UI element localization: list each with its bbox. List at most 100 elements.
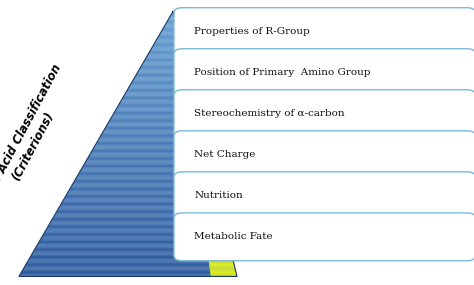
Polygon shape — [124, 94, 193, 95]
Polygon shape — [185, 99, 194, 100]
Polygon shape — [117, 107, 196, 108]
Polygon shape — [178, 48, 182, 49]
Polygon shape — [165, 24, 176, 25]
Polygon shape — [51, 220, 224, 221]
Polygon shape — [162, 30, 178, 31]
Polygon shape — [19, 275, 237, 276]
Polygon shape — [84, 164, 210, 165]
Polygon shape — [178, 47, 182, 48]
Polygon shape — [64, 198, 218, 199]
Polygon shape — [197, 179, 214, 180]
Polygon shape — [209, 262, 234, 263]
Polygon shape — [75, 179, 214, 180]
Polygon shape — [200, 196, 218, 197]
Polygon shape — [77, 176, 213, 177]
Polygon shape — [161, 31, 178, 32]
Polygon shape — [201, 210, 221, 211]
Polygon shape — [46, 229, 226, 230]
Text: Nutrition: Nutrition — [194, 191, 243, 200]
Polygon shape — [203, 222, 224, 223]
Polygon shape — [197, 180, 214, 181]
Polygon shape — [163, 27, 177, 28]
Polygon shape — [177, 37, 179, 38]
Polygon shape — [154, 43, 181, 44]
Polygon shape — [177, 39, 180, 40]
Polygon shape — [175, 24, 176, 25]
Polygon shape — [115, 110, 197, 111]
Polygon shape — [177, 38, 180, 39]
Polygon shape — [25, 265, 235, 266]
Polygon shape — [38, 242, 229, 243]
Polygon shape — [61, 203, 219, 204]
Polygon shape — [191, 137, 203, 138]
Polygon shape — [104, 130, 202, 131]
Polygon shape — [186, 104, 196, 105]
Polygon shape — [189, 120, 200, 121]
Polygon shape — [202, 215, 222, 216]
Polygon shape — [109, 120, 200, 121]
Polygon shape — [141, 66, 186, 67]
Polygon shape — [192, 145, 205, 146]
Polygon shape — [55, 213, 222, 214]
Polygon shape — [199, 193, 217, 194]
Polygon shape — [182, 79, 190, 80]
Polygon shape — [95, 145, 205, 146]
Polygon shape — [43, 235, 227, 236]
Polygon shape — [132, 80, 190, 81]
Polygon shape — [128, 87, 191, 88]
Polygon shape — [176, 34, 179, 35]
Polygon shape — [146, 57, 184, 58]
Polygon shape — [197, 177, 213, 178]
Polygon shape — [207, 251, 231, 252]
Polygon shape — [193, 154, 208, 155]
Polygon shape — [175, 27, 177, 28]
Polygon shape — [192, 149, 207, 150]
Polygon shape — [209, 260, 233, 261]
Polygon shape — [206, 243, 229, 244]
Polygon shape — [112, 115, 198, 116]
FancyBboxPatch shape — [174, 8, 474, 56]
Polygon shape — [184, 89, 192, 90]
Polygon shape — [202, 218, 223, 219]
Polygon shape — [41, 238, 228, 239]
Polygon shape — [92, 150, 207, 151]
Polygon shape — [208, 257, 233, 258]
Polygon shape — [207, 248, 230, 249]
Polygon shape — [144, 61, 185, 62]
Polygon shape — [92, 149, 207, 150]
Polygon shape — [21, 271, 236, 272]
Polygon shape — [91, 152, 207, 153]
Polygon shape — [54, 215, 222, 216]
Polygon shape — [174, 18, 175, 19]
Polygon shape — [66, 194, 218, 195]
Polygon shape — [176, 31, 178, 32]
Polygon shape — [126, 91, 192, 92]
Polygon shape — [206, 241, 228, 242]
Polygon shape — [144, 60, 185, 61]
Polygon shape — [178, 49, 182, 50]
Polygon shape — [106, 125, 201, 126]
Polygon shape — [82, 168, 211, 169]
Polygon shape — [44, 233, 227, 234]
Polygon shape — [210, 270, 236, 271]
Polygon shape — [65, 196, 218, 197]
Polygon shape — [128, 89, 192, 90]
Polygon shape — [52, 219, 223, 220]
Polygon shape — [134, 78, 189, 79]
Polygon shape — [95, 144, 205, 145]
Polygon shape — [70, 188, 216, 189]
Polygon shape — [43, 234, 227, 235]
Polygon shape — [63, 200, 219, 201]
Polygon shape — [82, 166, 210, 167]
Polygon shape — [91, 153, 207, 154]
Polygon shape — [166, 23, 176, 24]
Polygon shape — [189, 123, 200, 124]
Polygon shape — [122, 98, 194, 99]
Polygon shape — [166, 22, 176, 23]
Polygon shape — [176, 35, 179, 36]
Polygon shape — [182, 74, 188, 75]
Polygon shape — [187, 108, 196, 109]
Polygon shape — [186, 101, 195, 102]
Polygon shape — [188, 117, 199, 118]
Polygon shape — [204, 230, 226, 231]
